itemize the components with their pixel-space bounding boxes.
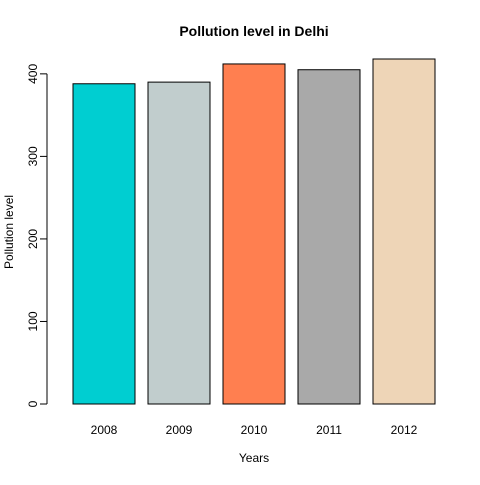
chart-title: Pollution level in Delhi [179,23,328,39]
y-tick-label: 200 [26,229,40,249]
y-axis: 0 100 200 300 400 [26,64,48,407]
x-tick-label: 2012 [391,423,418,437]
bars-group [72,58,436,405]
y-axis-title: Pollution level [2,195,16,269]
x-tick-label: 2011 [316,423,342,437]
x-axis-labels: 2008 2009 2010 2011 2012 [91,423,418,437]
bar-2009 [147,81,211,405]
x-tick-label: 2008 [91,423,118,437]
y-tick-label: 0 [26,400,40,407]
y-tick-label: 100 [26,311,40,331]
y-tick-label: 300 [26,146,40,166]
x-tick-label: 2010 [241,423,268,437]
bar-2008 [72,83,136,405]
x-tick-label: 2009 [166,423,193,437]
bar-2010 [222,63,286,405]
bar-2011 [297,69,361,405]
x-axis-title: Years [239,451,269,465]
bar-2012 [372,58,436,405]
y-tick-label: 400 [26,64,40,84]
